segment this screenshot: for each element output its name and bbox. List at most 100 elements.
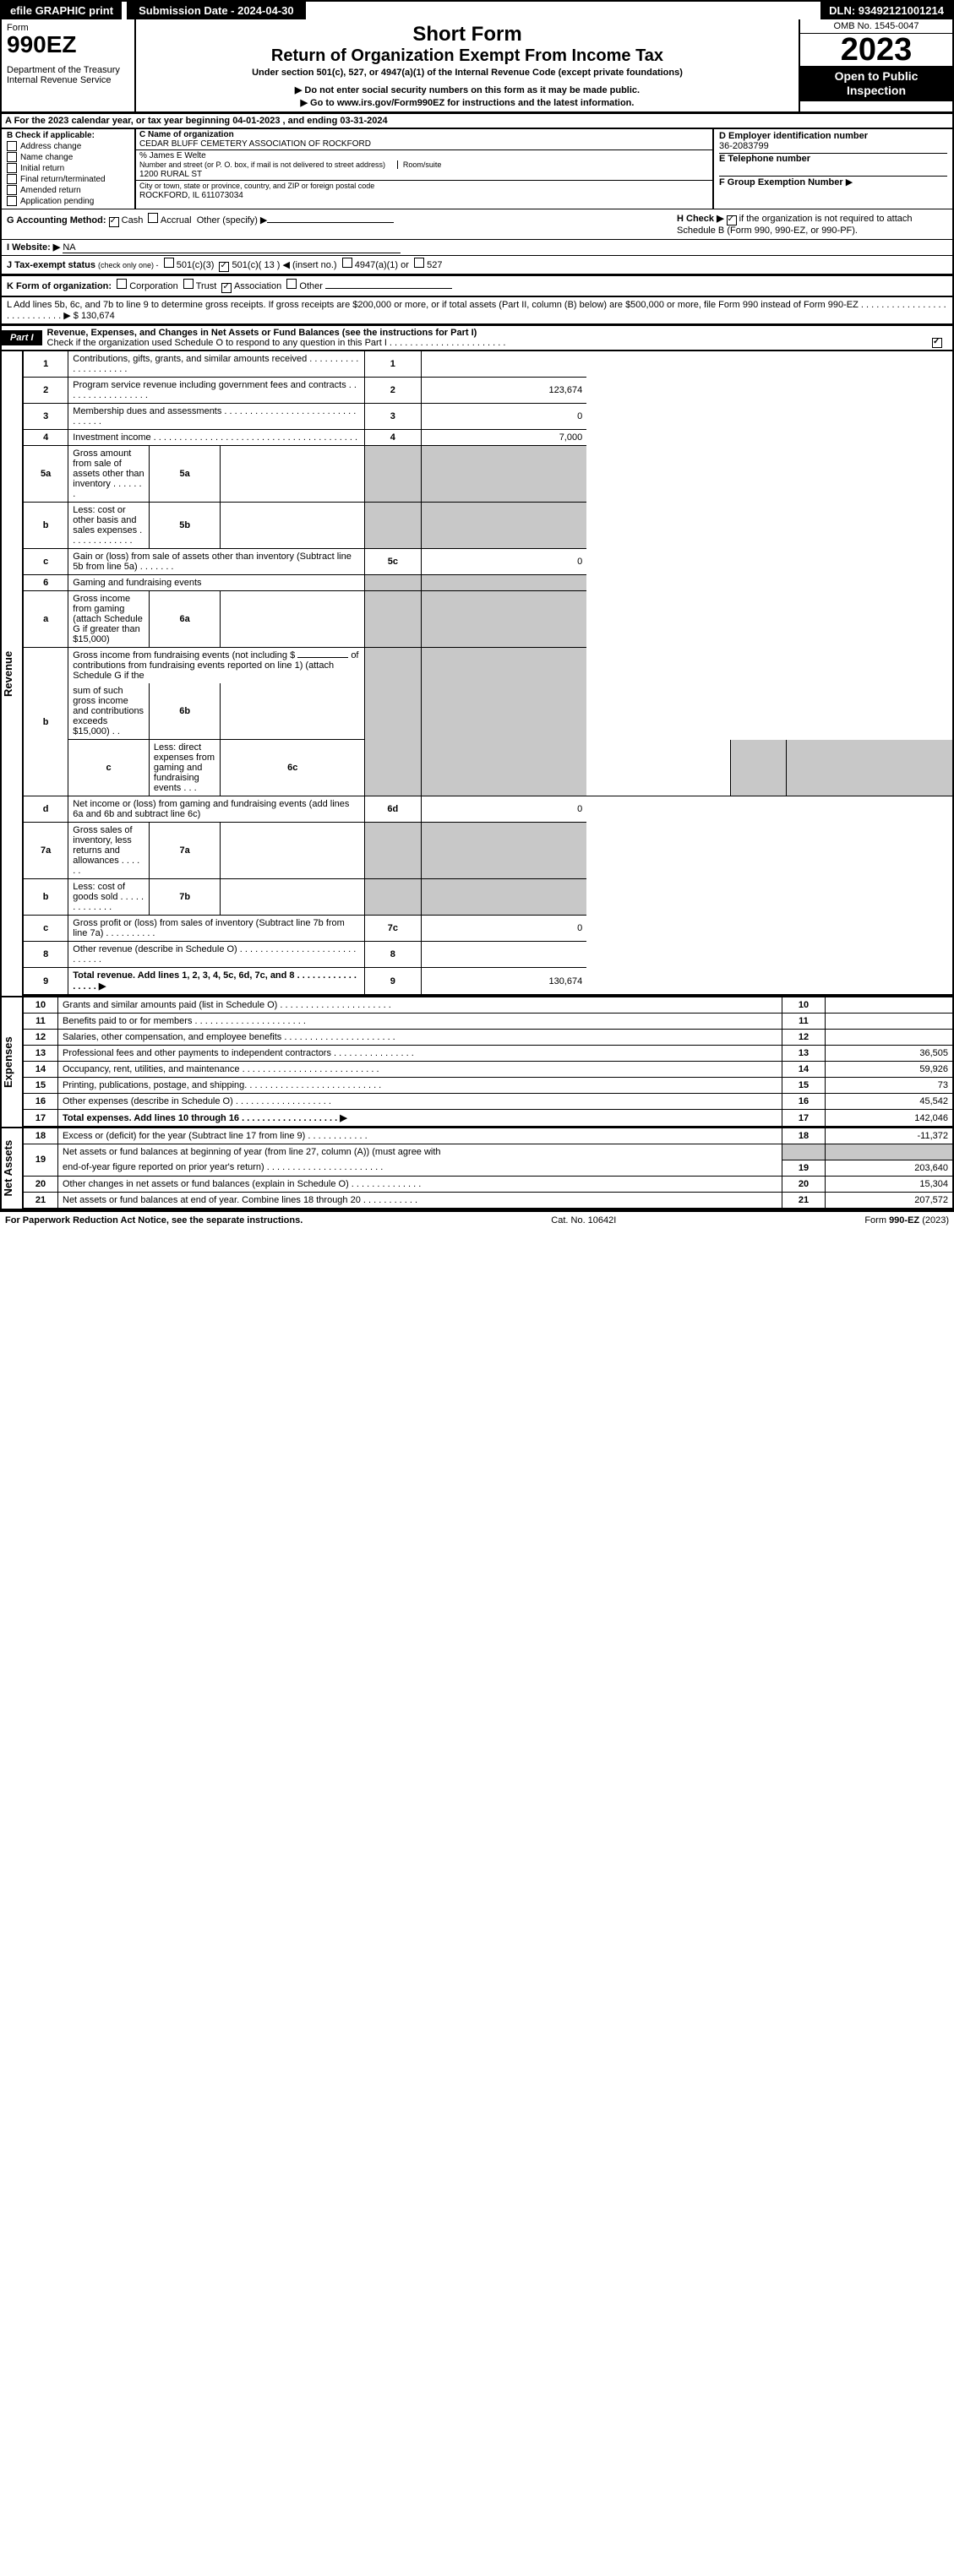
line-10-num: 10 bbox=[24, 997, 58, 1014]
line-14-desc: Occupancy, rent, utilities, and maintena… bbox=[58, 1062, 782, 1078]
line-16-desc: Other expenses (describe in Schedule O) … bbox=[58, 1094, 782, 1110]
line-2-amt: 123,674 bbox=[421, 378, 586, 404]
checkbox-icon[interactable] bbox=[7, 174, 17, 184]
section-b-checkboxes: B Check if applicable: Address change Na… bbox=[2, 129, 136, 209]
checkbox-icon[interactable] bbox=[7, 196, 17, 206]
line-15-rnum: 15 bbox=[782, 1078, 826, 1094]
no-ssn-notice: ▶ Do not enter social security numbers o… bbox=[139, 84, 795, 95]
line-6d-desc: Net income or (loss) from gaming and fun… bbox=[68, 796, 365, 823]
line-5c-num: c bbox=[24, 549, 68, 575]
street-label: Number and street (or P. O. box, if mail… bbox=[139, 160, 385, 169]
h-label: H Check ▶ bbox=[677, 214, 724, 224]
g-label: G Accounting Method: bbox=[7, 215, 106, 226]
line-17-rnum: 17 bbox=[782, 1110, 826, 1127]
line-1: 1Contributions, gifts, grants, and simil… bbox=[24, 351, 952, 378]
line-17-desc: Total expenses. Add lines 10 through 16 … bbox=[58, 1110, 782, 1127]
header-right: OMB No. 1545-0047 2023 Open to Public In… bbox=[799, 19, 952, 111]
part-i-header-row: Part I Revenue, Expenses, and Changes in… bbox=[0, 325, 954, 351]
line-5a: 5aGross amount from sale of assets other… bbox=[24, 446, 952, 503]
line-5a-subamt bbox=[221, 446, 365, 503]
chk-address-change[interactable]: Address change bbox=[7, 141, 129, 151]
line-6-rnum bbox=[365, 575, 421, 591]
goto-link[interactable]: ▶ Go to www.irs.gov/Form990EZ for instru… bbox=[139, 97, 795, 108]
line-19-desc2: end-of-year figure reported on prior yea… bbox=[58, 1160, 782, 1176]
net-assets-sidebar: Net Assets bbox=[2, 1128, 24, 1209]
chk-4947a1[interactable] bbox=[342, 258, 352, 268]
line-6b-desc1: Gross income from fundraising events (no… bbox=[73, 650, 295, 660]
line-4-amt: 7,000 bbox=[421, 430, 586, 446]
j-label: J Tax-exempt status bbox=[7, 260, 95, 270]
chk-schedule-o[interactable] bbox=[932, 338, 942, 348]
line-21-rnum: 21 bbox=[782, 1192, 826, 1208]
chk-other-org[interactable] bbox=[286, 279, 297, 289]
checkbox-icon[interactable] bbox=[7, 141, 17, 151]
lbl-name-change: Name change bbox=[20, 153, 73, 162]
chk-trust[interactable] bbox=[183, 279, 194, 289]
line-7b-rnum bbox=[365, 879, 421, 916]
k-label: K Form of organization: bbox=[7, 281, 112, 291]
line-19-desc1: Net assets or fund balances at beginning… bbox=[58, 1144, 782, 1160]
chk-corporation[interactable] bbox=[117, 279, 127, 289]
lbl-final-return: Final return/terminated bbox=[20, 175, 106, 184]
line-10-rnum: 10 bbox=[782, 997, 826, 1014]
part-i-check-text: Check if the organization used Schedule … bbox=[47, 338, 506, 348]
line-11-rnum: 11 bbox=[782, 1014, 826, 1030]
line-15: 15Printing, publications, postage, and s… bbox=[24, 1078, 952, 1094]
line-7b-desc: Less: cost of goods sold . . . . . . . .… bbox=[68, 879, 150, 916]
chk-name-change[interactable]: Name change bbox=[7, 152, 129, 162]
line-6d: dNet income or (loss) from gaming and fu… bbox=[24, 796, 952, 823]
chk-schedule-b[interactable] bbox=[727, 215, 737, 226]
chk-application-pending[interactable]: Application pending bbox=[7, 196, 129, 206]
return-title: Return of Organization Exempt From Incom… bbox=[139, 46, 795, 66]
line-6c-subamt bbox=[586, 740, 730, 796]
chk-cash[interactable] bbox=[109, 217, 119, 227]
l-amount: 130,674 bbox=[81, 311, 115, 321]
line-18-amt: -11,372 bbox=[826, 1128, 953, 1144]
chk-accrual[interactable] bbox=[148, 213, 158, 223]
chk-amended-return[interactable]: Amended return bbox=[7, 185, 129, 195]
form-code: 990EZ bbox=[7, 33, 129, 57]
lbl-cash: Cash bbox=[122, 215, 144, 226]
l-text: L Add lines 5b, 6c, and 7b to line 9 to … bbox=[7, 300, 946, 321]
chk-527[interactable] bbox=[414, 258, 424, 268]
line-3-rnum: 3 bbox=[365, 404, 421, 430]
part-i-badge: Part I bbox=[2, 330, 42, 345]
checkbox-icon[interactable] bbox=[7, 152, 17, 162]
chk-501c[interactable] bbox=[219, 262, 229, 272]
line-9-amt: 130,674 bbox=[421, 968, 586, 996]
chk-initial-return[interactable]: Initial return bbox=[7, 163, 129, 173]
line-6a-num: a bbox=[24, 591, 68, 648]
line-14-amt: 59,926 bbox=[826, 1062, 953, 1078]
line-6b-desc3: sum of such gross income and contributio… bbox=[68, 683, 150, 740]
line-19-amt: 203,640 bbox=[826, 1160, 953, 1176]
irs-label: Internal Revenue Service bbox=[7, 75, 129, 85]
top-bar: efile GRAPHIC print Submission Date - 20… bbox=[0, 0, 954, 19]
short-form-title: Short Form bbox=[139, 23, 795, 46]
line-6b-sub: 6b bbox=[149, 683, 220, 740]
chk-501c3[interactable] bbox=[164, 258, 174, 268]
line-7b-num: b bbox=[24, 879, 68, 916]
chk-final-return[interactable]: Final return/terminated bbox=[7, 174, 129, 184]
lbl-amended-return: Amended return bbox=[20, 186, 81, 195]
chk-association[interactable] bbox=[221, 283, 232, 293]
line-4: 4Investment income . . . . . . . . . . .… bbox=[24, 430, 952, 446]
dept-treasury: Department of the Treasury bbox=[7, 65, 129, 75]
street-address: 1200 RURAL ST bbox=[139, 170, 202, 179]
line-7b-amt bbox=[421, 879, 586, 916]
line-16-rnum: 16 bbox=[782, 1094, 826, 1110]
checkbox-icon[interactable] bbox=[7, 185, 17, 195]
line-5b-subamt bbox=[221, 503, 365, 549]
expenses-table: 10Grants and similar amounts paid (list … bbox=[24, 997, 952, 1127]
checkbox-icon[interactable] bbox=[7, 163, 17, 173]
line-7a: 7aGross sales of inventory, less returns… bbox=[24, 823, 952, 879]
line-12-num: 12 bbox=[24, 1030, 58, 1046]
section-gh: G Accounting Method: Cash Accrual Other … bbox=[0, 209, 954, 240]
f-group-exemption-label: F Group Exemption Number bbox=[719, 177, 843, 187]
efile-print-button[interactable]: efile GRAPHIC print bbox=[2, 2, 122, 19]
line-9-num: 9 bbox=[24, 968, 68, 996]
line-16: 16Other expenses (describe in Schedule O… bbox=[24, 1094, 952, 1110]
footer-form-year: (2023) bbox=[919, 1215, 949, 1226]
line-11-desc: Benefits paid to or for members . . . . … bbox=[58, 1014, 782, 1030]
line-17-num: 17 bbox=[24, 1110, 58, 1127]
section-l-gross-receipts: L Add lines 5b, 6c, and 7b to line 9 to … bbox=[0, 297, 954, 325]
